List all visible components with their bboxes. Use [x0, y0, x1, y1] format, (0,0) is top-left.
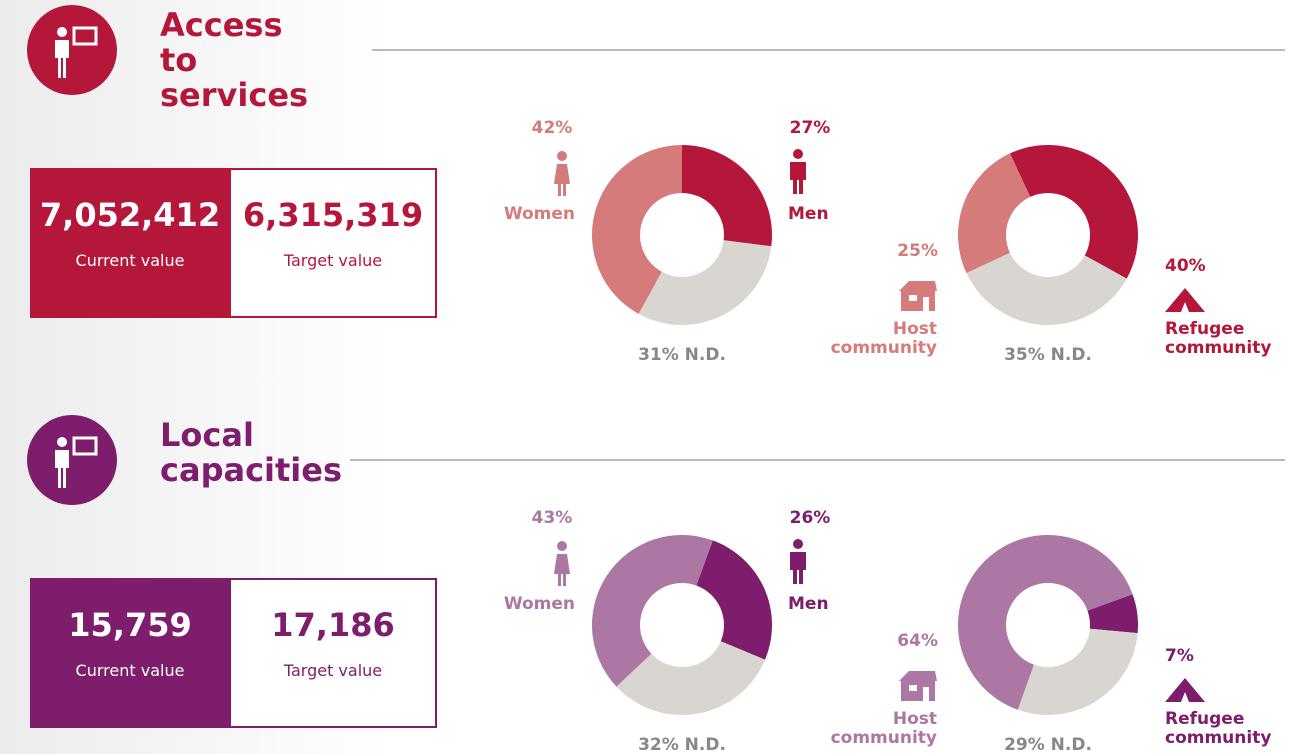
- person-icon: [790, 552, 806, 584]
- person-icon: [557, 151, 567, 161]
- current-box: [30, 578, 230, 728]
- section-icon: [57, 437, 67, 447]
- current-value: 15,759: [68, 606, 192, 644]
- target-box: [229, 168, 437, 318]
- section-icon-circle: [27, 415, 117, 505]
- donut-segment: [696, 540, 772, 660]
- donut-segment: [592, 145, 682, 314]
- section-icon: [57, 27, 67, 37]
- women-value: 43%: [531, 508, 573, 528]
- donut-segment: [616, 641, 766, 715]
- men-label: Men: [788, 594, 829, 614]
- house-door: [923, 687, 929, 701]
- nd-label: 31% N.D.: [638, 345, 726, 365]
- donut-segment: [1017, 628, 1138, 715]
- refugee-label: Refugee community: [1165, 709, 1272, 748]
- person-icon: [793, 539, 803, 549]
- nd-label: 32% N.D.: [638, 735, 726, 754]
- target-value: 6,315,319: [242, 196, 424, 234]
- host-label: Host community: [830, 709, 937, 748]
- person-icon: [793, 149, 803, 159]
- section-icon: [72, 436, 98, 456]
- target-label: Target value: [283, 661, 383, 680]
- tent-icon: [1165, 678, 1205, 702]
- section-icon: [55, 450, 69, 488]
- person-icon: [557, 541, 567, 551]
- person-icon: [554, 554, 570, 586]
- section-icon: [72, 26, 98, 46]
- donut-segment: [958, 153, 1031, 274]
- nd-label: 29% N.D.: [1004, 735, 1092, 754]
- person-icon: [790, 162, 806, 194]
- section-icon: [55, 40, 69, 78]
- house-icon: [899, 281, 937, 311]
- current-box: [30, 168, 230, 318]
- donut-segment: [966, 252, 1127, 325]
- person-icon: [554, 164, 570, 196]
- donut-segment: [638, 240, 772, 326]
- section-title: Local capacities: [160, 416, 343, 490]
- tent-icon: [1165, 288, 1205, 312]
- house-window: [909, 685, 917, 691]
- house-window: [909, 295, 917, 301]
- donut-segment: [1087, 594, 1138, 634]
- house-icon: [899, 671, 937, 701]
- host-value: 64%: [897, 631, 938, 651]
- men-value: 26%: [789, 508, 831, 528]
- donut-segment: [592, 535, 713, 687]
- target-label: Target value: [283, 251, 383, 270]
- women-label: Women: [503, 594, 575, 614]
- current-label: Current value: [75, 251, 185, 270]
- women-label: Women: [503, 204, 575, 224]
- host-label: Host community: [830, 319, 937, 358]
- target-box: [229, 578, 437, 728]
- host-value: 25%: [897, 241, 938, 261]
- section-icon-circle: [27, 5, 117, 95]
- men-label: Men: [788, 204, 829, 224]
- donut-segment: [682, 145, 772, 247]
- target-value: 17,186: [271, 606, 395, 644]
- donut-segment: [1009, 145, 1138, 279]
- section-title: Access to services: [160, 6, 309, 115]
- refugee-label: Refugee community: [1165, 319, 1272, 358]
- refugee-value: 40%: [1165, 256, 1206, 276]
- current-value: 7,052,412: [39, 196, 221, 234]
- nd-label: 35% N.D.: [1004, 345, 1092, 365]
- refugee-value: 7%: [1165, 646, 1194, 666]
- donut-segment: [958, 535, 1133, 710]
- men-value: 27%: [789, 118, 831, 138]
- house-door: [923, 297, 929, 311]
- current-label: Current value: [75, 661, 185, 680]
- women-value: 42%: [531, 118, 573, 138]
